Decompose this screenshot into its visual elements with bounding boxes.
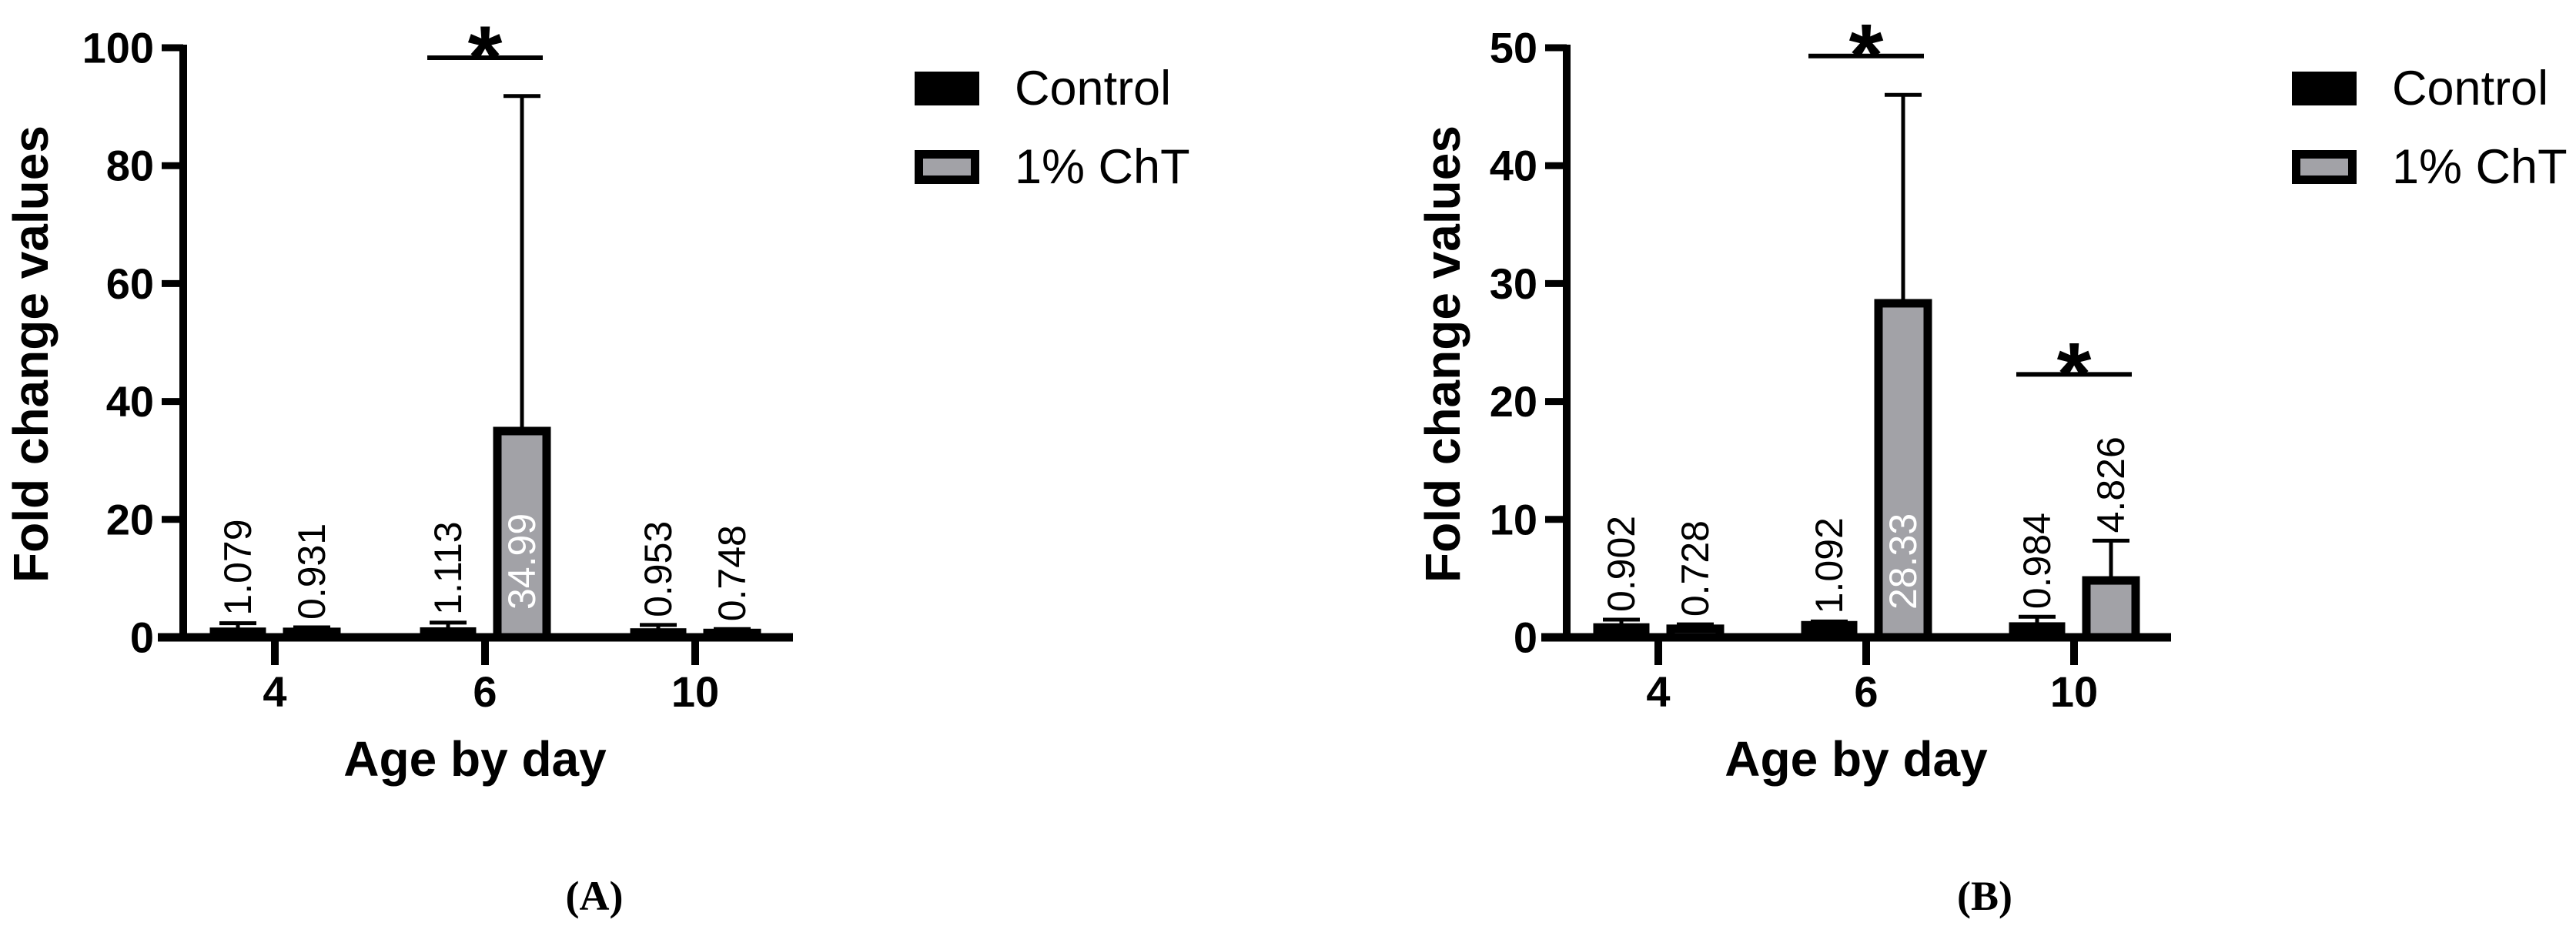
y-axis-title: Fold change values: [3, 125, 59, 583]
bar-value-label: 0.748: [711, 525, 754, 621]
x-tick-label: 6: [1854, 667, 1878, 716]
legend-swatch-control: [915, 72, 979, 105]
y-tick-label: 30: [1490, 259, 1537, 308]
y-tick-label: 10: [1490, 495, 1537, 543]
legend-label-control: Control: [2392, 61, 2549, 115]
bar-value-label: 1.092: [1808, 517, 1851, 613]
bar-value-label: 0.984: [2016, 513, 2059, 609]
x-axis-title: Age by day: [1725, 731, 1988, 787]
bar-value-label: 34.99: [500, 513, 544, 610]
bar-value-label: 1.113: [427, 521, 470, 614]
y-tick-label: 0: [1514, 613, 1537, 662]
panel-label-A: (A): [565, 873, 624, 919]
legend-item-control: Control: [2292, 64, 2568, 112]
x-tick-label: 10: [671, 667, 719, 716]
y-tick-label: 40: [106, 377, 154, 426]
significance-star: *: [468, 8, 503, 107]
legend-label-control: Control: [1015, 61, 1172, 115]
bar-value-label: 1.079: [216, 519, 259, 615]
bar: [2082, 576, 2140, 642]
y-tick-label: 20: [1490, 377, 1537, 426]
legend-label-cht: 1% ChT: [1015, 139, 1190, 194]
bar-value-label: 0.728: [1674, 520, 1717, 617]
chart-B: 0 10 20 30 40 50 Fold change values 4 6 10 Age by …: [1415, 7, 2171, 787]
legend-A: Control 1% ChT: [915, 64, 1190, 191]
y-tick-label: 80: [106, 142, 154, 190]
legend-item-cht: 1% ChT: [915, 142, 1190, 191]
bar-value-label: 0.902: [1600, 516, 1643, 612]
y-tick-label: 100: [82, 24, 154, 72]
y-tick-label: 40: [1490, 142, 1537, 190]
y-tick-label: 50: [1490, 24, 1537, 72]
panel-label-B: (B): [1957, 873, 2012, 919]
x-tick-label: 4: [263, 667, 286, 716]
y-tick-label: 0: [130, 613, 154, 662]
legend-swatch-cht: [2292, 150, 2357, 184]
legend-swatch-control: [2292, 72, 2357, 105]
x-tick-label: 4: [1646, 667, 1670, 716]
x-tick-label: 6: [473, 667, 497, 716]
legend-label-cht: 1% ChT: [2392, 139, 2568, 194]
bar-value-label: 28.33: [1882, 513, 1925, 610]
significance-star: *: [2057, 325, 2092, 423]
legend-B: Control 1% ChT: [2292, 64, 2568, 191]
chart-A: 0 20 40 60 80 100 Fold change values 4 6 10 Age by…: [3, 8, 793, 787]
legend-item-cht: 1% ChT: [2292, 142, 2568, 191]
significance-star: *: [1849, 7, 1884, 105]
y-tick-label: 60: [106, 259, 154, 308]
bar-value-label: 4.826: [2089, 436, 2133, 533]
y-tick-label: 20: [106, 495, 154, 543]
legend-swatch-cht: [915, 150, 979, 184]
y-axis-title: Fold change values: [1415, 125, 1470, 583]
bar: [493, 426, 551, 642]
legend-item-control: Control: [915, 64, 1190, 112]
bar-value-label: 0.953: [637, 521, 680, 617]
x-tick-label: 10: [2050, 667, 2098, 716]
bar: [1874, 299, 1932, 642]
x-axis-title: Age by day: [343, 731, 607, 787]
bar-value-label: 0.931: [290, 523, 333, 620]
